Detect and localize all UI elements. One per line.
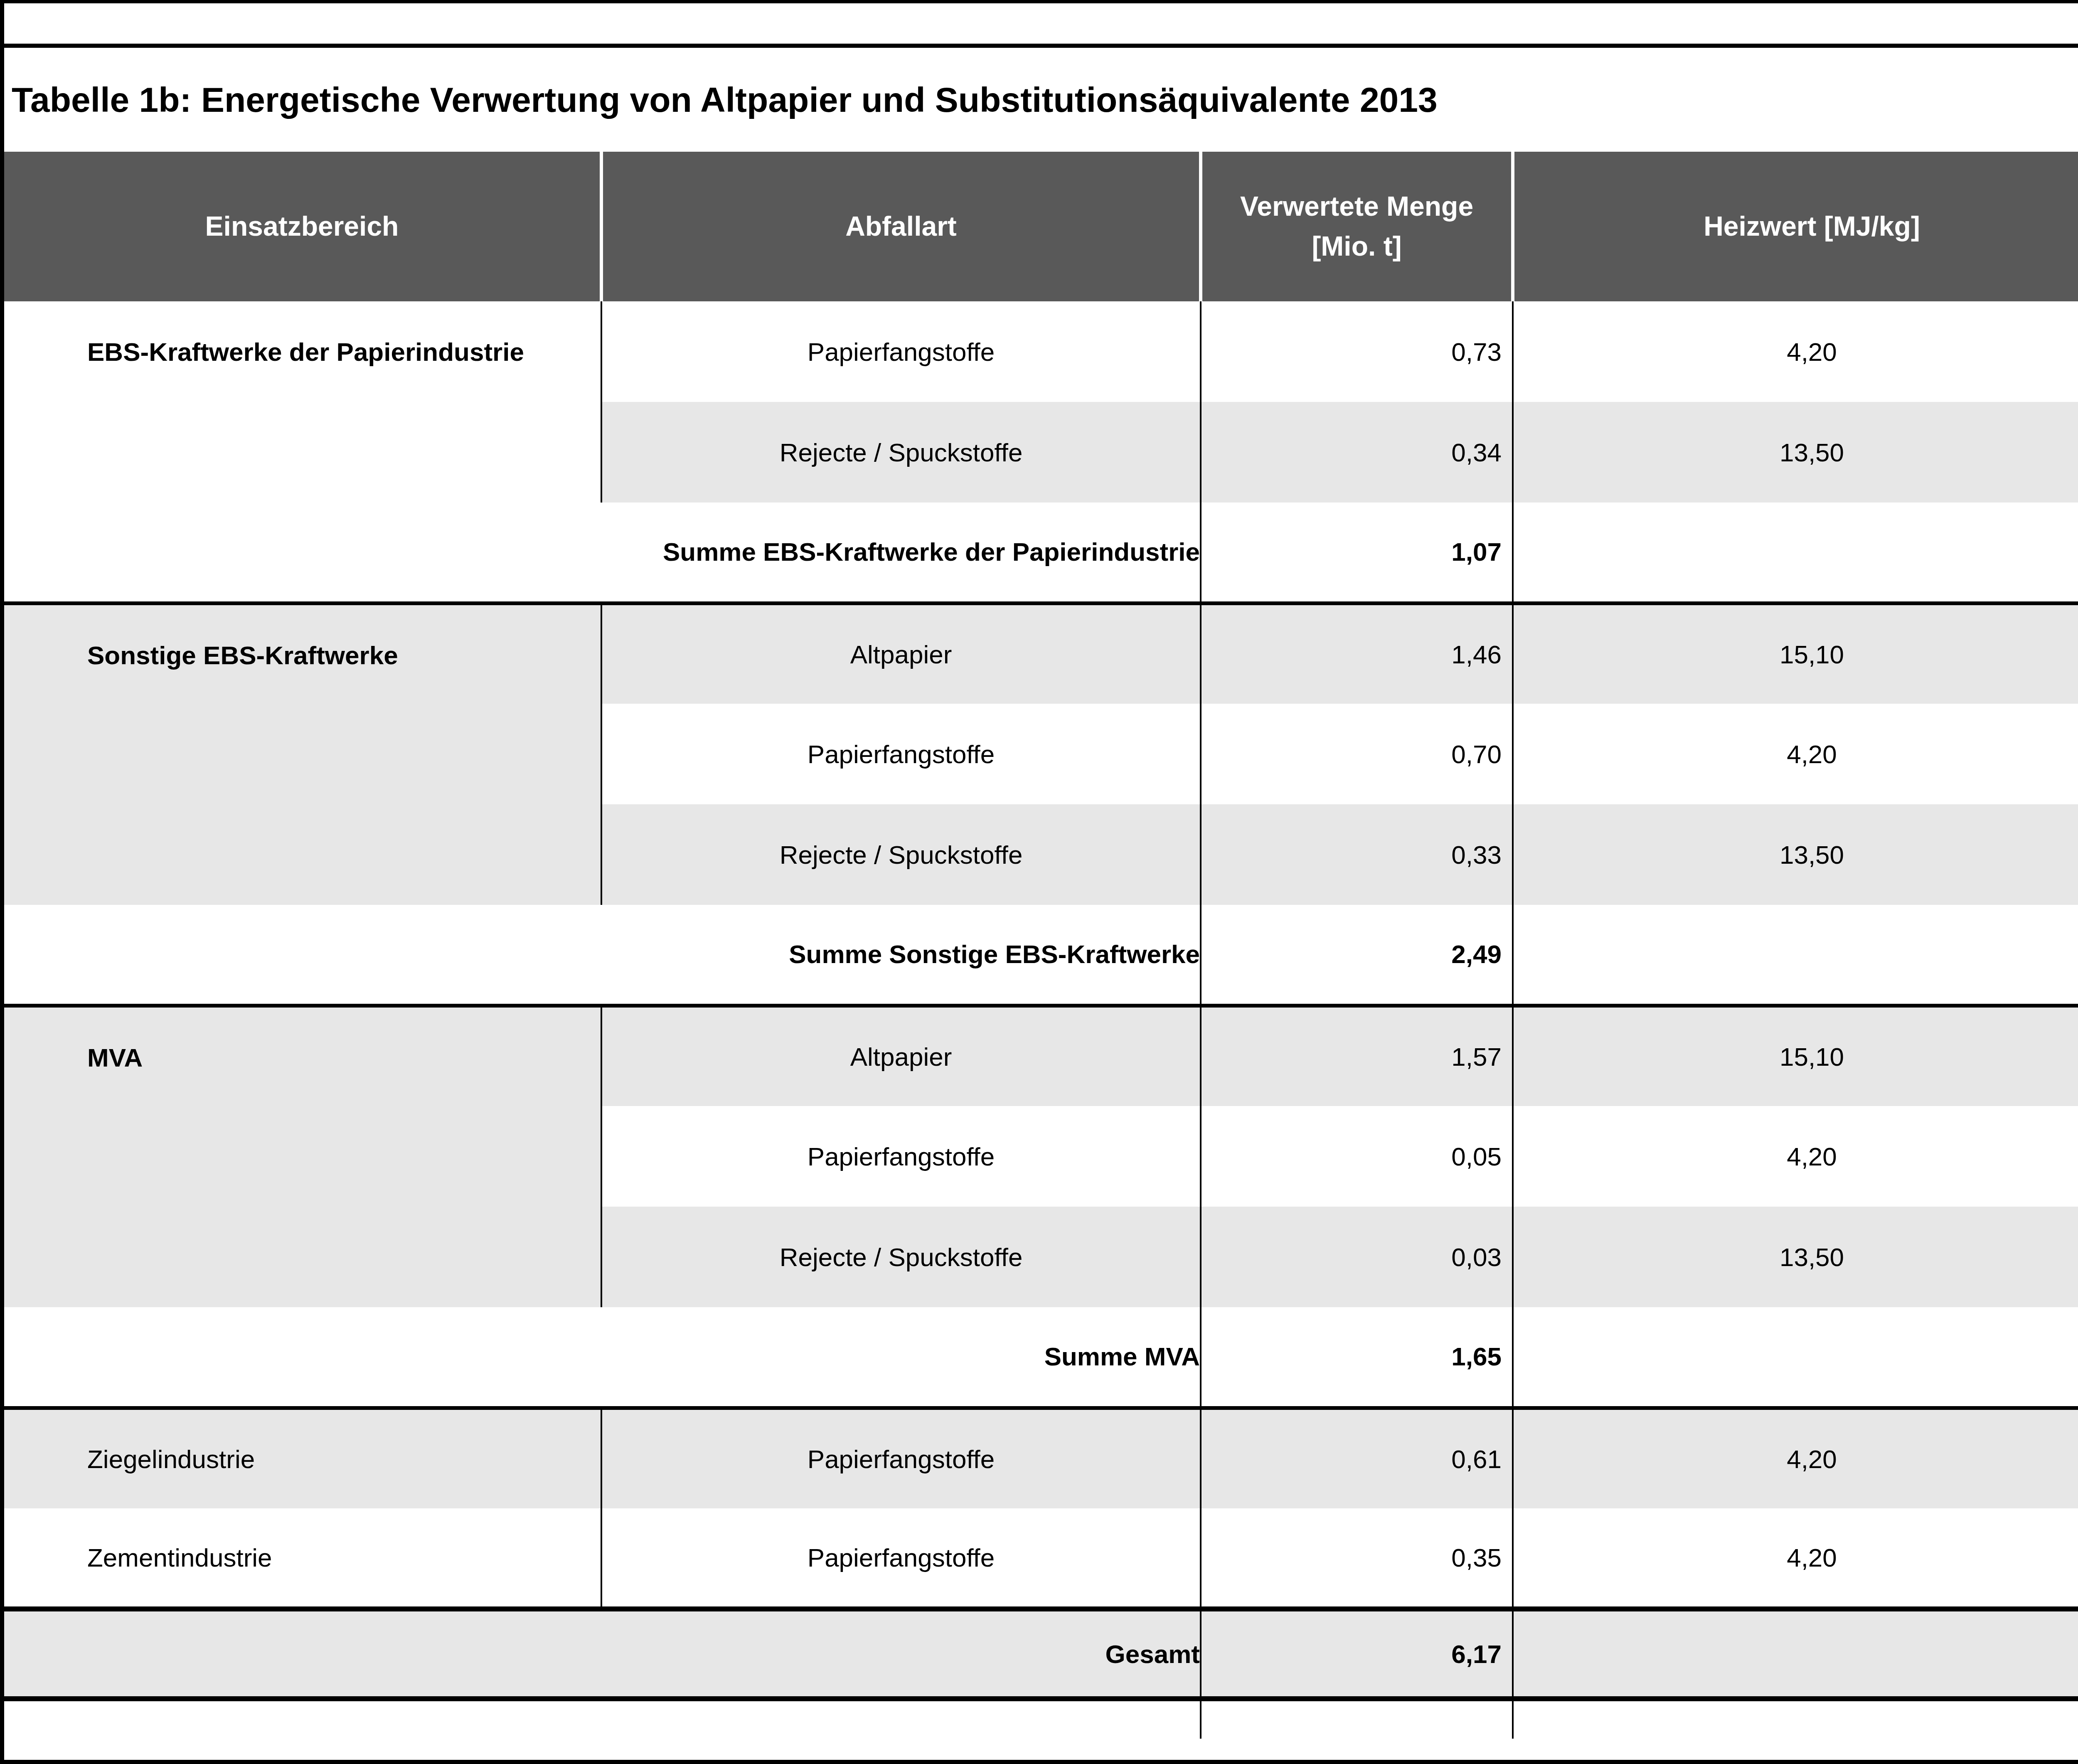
cell-einsatzbereich: EBS-Kraftwerke der Papierindustrie bbox=[4, 301, 601, 503]
cell-empty bbox=[1201, 1699, 1513, 1739]
cell-menge: 0,03 bbox=[1201, 1207, 1513, 1307]
cell-heizwert: 13,50 bbox=[1513, 402, 2078, 503]
sum-row: Summe EBS-Kraftwerke der Papierindustrie… bbox=[4, 503, 2078, 603]
section-label: MVA bbox=[4, 1008, 601, 1108]
cell-einsatzbereich: MVA bbox=[4, 1005, 601, 1307]
cell-heizwert: 15,10 bbox=[1513, 1005, 2078, 1106]
page-title: Tabelle 1b: Energetische Verwertung von … bbox=[12, 80, 1438, 120]
cell-gesamt-menge: 6,17 bbox=[1201, 1609, 1513, 1699]
cell-heizwert: 4,20 bbox=[1513, 704, 2078, 804]
cell-abfallart: Papierfangstoffe bbox=[601, 1408, 1201, 1508]
cell-empty bbox=[4, 1699, 1201, 1739]
table-header-row: Einsatzbereich Abfallart Verwertete Meng… bbox=[4, 152, 2078, 301]
cell-empty bbox=[1513, 1699, 2078, 1739]
cell-abfallart: Rejecte / Spuckstoffe bbox=[601, 804, 1201, 905]
cell-abfallart: Altpapier bbox=[601, 603, 1201, 704]
cell-menge: 0,73 bbox=[1201, 301, 1513, 402]
cell-summe-label: Summe MVA bbox=[4, 1307, 1201, 1408]
document-page: Tabelle 1b: Energetische Verwertung von … bbox=[0, 0, 2078, 1764]
cell-empty bbox=[1513, 1609, 2078, 1699]
cell-abfallart: Papierfangstoffe bbox=[601, 1508, 1201, 1609]
cell-heizwert: 4,20 bbox=[1513, 1508, 2078, 1609]
cell-menge: 1,46 bbox=[1201, 603, 1513, 704]
total-row: Gesamt 6,17 bbox=[4, 1609, 2078, 1699]
cell-heizwert: 13,50 bbox=[1513, 804, 2078, 905]
table-row: EBS-Kraftwerke der Papierindustrie Papie… bbox=[4, 301, 2078, 402]
cell-einsatzbereich: Zementindustrie bbox=[4, 1508, 601, 1609]
col-header-verwertete-menge: Verwertete Menge [Mio. t] bbox=[1201, 152, 1513, 301]
cell-menge: 0,61 bbox=[1201, 1408, 1513, 1508]
cell-summe-label: Summe EBS-Kraftwerke der Papierindustrie bbox=[4, 503, 1201, 603]
cell-heizwert: 4,20 bbox=[1513, 1106, 2078, 1207]
sum-row: Summe MVA 1,65 bbox=[4, 1307, 2078, 1408]
cell-gesamt-label: Gesamt bbox=[4, 1609, 1201, 1699]
col-header-einsatzbereich: Einsatzbereich bbox=[4, 152, 601, 301]
col-header-abfallart: Abfallart bbox=[601, 152, 1201, 301]
title-bar: Tabelle 1b: Energetische Verwertung von … bbox=[4, 48, 2078, 152]
cell-menge: 1,57 bbox=[1201, 1005, 1513, 1106]
top-rule bbox=[4, 44, 2078, 48]
cell-abfallart: Papierfangstoffe bbox=[601, 301, 1201, 402]
cell-heizwert: 4,20 bbox=[1513, 301, 2078, 402]
cell-summe-menge: 2,49 bbox=[1201, 905, 1513, 1005]
cell-heizwert: 13,50 bbox=[1513, 1207, 2078, 1307]
cell-einsatzbereich: Sonstige EBS-Kraftwerke bbox=[4, 603, 601, 905]
table-row: Ziegelindustrie Papierfangstoffe 0,61 4,… bbox=[4, 1408, 2078, 1508]
cell-abfallart: Papierfangstoffe bbox=[601, 704, 1201, 804]
cell-menge: 0,33 bbox=[1201, 804, 1513, 905]
cell-empty bbox=[1513, 1307, 2078, 1408]
table-row: Zementindustrie Papierfangstoffe 0,35 4,… bbox=[4, 1508, 2078, 1609]
cell-summe-menge: 1,07 bbox=[1201, 503, 1513, 603]
cell-abfallart: Rejecte / Spuckstoffe bbox=[601, 1207, 1201, 1307]
section-label: EBS-Kraftwerke der Papierindustrie bbox=[4, 301, 601, 402]
cell-heizwert: 15,10 bbox=[1513, 603, 2078, 704]
data-table: Einsatzbereich Abfallart Verwertete Meng… bbox=[4, 152, 2078, 1739]
cell-empty bbox=[1513, 905, 2078, 1005]
top-margin bbox=[4, 3, 2078, 44]
cell-abfallart: Rejecte / Spuckstoffe bbox=[601, 402, 1201, 503]
cell-menge: 0,35 bbox=[1201, 1508, 1513, 1609]
cell-abfallart: Papierfangstoffe bbox=[601, 1106, 1201, 1207]
cell-empty bbox=[1513, 503, 2078, 603]
cell-einsatzbereich: Ziegelindustrie bbox=[4, 1408, 601, 1508]
cell-abfallart: Altpapier bbox=[601, 1005, 1201, 1106]
cell-summe-label: Summe Sonstige EBS-Kraftwerke bbox=[4, 905, 1201, 1005]
cell-menge: 0,05 bbox=[1201, 1106, 1513, 1207]
table-row: Sonstige EBS-Kraftwerke Altpapier 1,46 1… bbox=[4, 603, 2078, 704]
cell-menge: 0,70 bbox=[1201, 704, 1513, 804]
source-row: Quelle: Umweltbundesamt, FKZ 3714 93 316… bbox=[4, 1699, 2078, 1739]
section-label: Sonstige EBS-Kraftwerke bbox=[4, 605, 601, 706]
cell-summe-menge: 1,65 bbox=[1201, 1307, 1513, 1408]
cell-menge: 0,34 bbox=[1201, 402, 1513, 503]
cell-heizwert: 4,20 bbox=[1513, 1408, 2078, 1508]
table-row: MVA Altpapier 1,57 15,10 Strom + Wärme bbox=[4, 1005, 2078, 1106]
col-header-heizwert: Heizwert [MJ/kg] bbox=[1513, 152, 2078, 301]
sum-row: Summe Sonstige EBS-Kraftwerke 2,49 bbox=[4, 905, 2078, 1005]
